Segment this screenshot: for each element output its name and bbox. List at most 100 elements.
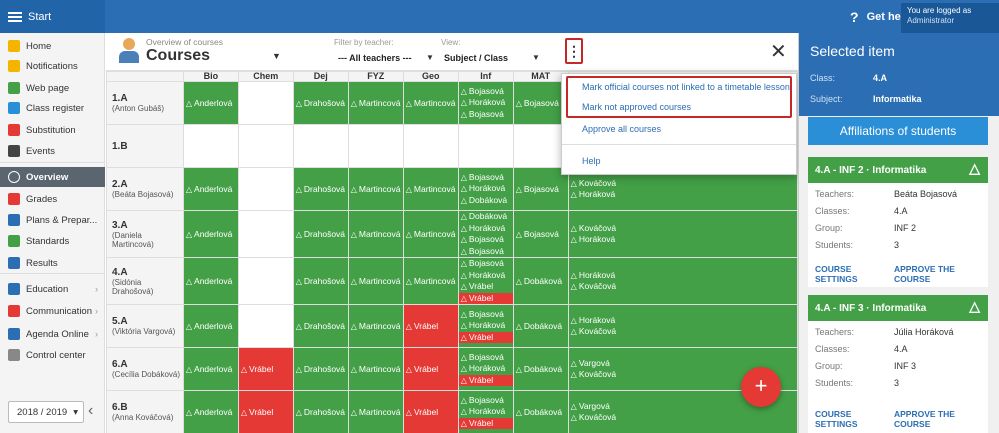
add-button[interactable]: + — [741, 367, 781, 407]
course-cell[interactable]: △ Vargová △ Kováčová — [567, 390, 798, 433]
course-cell[interactable]: △ Drahošová — [292, 390, 349, 433]
course-cell[interactable]: △ Bojasová △ Horáková △ Vrábel — [457, 347, 514, 391]
close-icon[interactable]: ✕ — [770, 41, 787, 63]
sidebar-item-web-page[interactable]: Web page — [0, 78, 105, 98]
course-cell[interactable]: △ Martincová — [402, 210, 459, 258]
sidebar-item-agenda-online[interactable]: Agenda Online › — [0, 324, 105, 344]
class-cell[interactable]: 6.B (Anna Kováčová) — [106, 390, 184, 433]
course-cell[interactable]: △ Horáková △ Kováčová — [567, 304, 798, 348]
course-cell[interactable]: △ Martincová — [347, 81, 404, 125]
course-cell[interactable]: △ Vrábel — [237, 390, 294, 433]
course-cell[interactable]: △ Martincová — [347, 390, 404, 433]
course-cell[interactable]: △ Martincová — [402, 167, 459, 211]
user-menu[interactable]: You are logged as Administrator — [901, 3, 999, 33]
bell-icon[interactable]: △ — [969, 298, 980, 314]
sidebar-item-plans-prepar[interactable]: Plans & Prepar... — [0, 210, 105, 230]
class-cell[interactable]: 1.B — [106, 124, 184, 168]
course-cell[interactable] — [347, 124, 404, 168]
course-cell[interactable]: △ Dobáková — [512, 304, 569, 348]
course-settings-link[interactable]: COURSE SETTINGS — [815, 264, 858, 284]
course-cell[interactable]: △ Bojasová — [512, 167, 569, 211]
view-select[interactable]: Subject / Class — [444, 53, 509, 63]
course-card-header[interactable]: 4.A - INF 2 · Informatika △ — [808, 157, 988, 183]
teacher-filter-select[interactable]: --- All teachers --- — [338, 53, 412, 63]
course-card-header[interactable]: 4.A - INF 3 · Informatika △ — [808, 295, 988, 321]
class-cell[interactable]: 2.A (Beáta Bojasová) — [106, 167, 184, 211]
approve-course-link[interactable]: APPROVE THE COURSE — [894, 264, 955, 284]
course-cell[interactable]: △ Martincová — [347, 347, 404, 391]
sidebar-item-events[interactable]: Events — [0, 141, 105, 161]
sidebar-item-standards[interactable]: Standards — [0, 231, 105, 251]
class-cell[interactable]: 5.A (Viktória Vargová) — [106, 304, 184, 348]
course-cell[interactable]: △ Drahošová — [292, 257, 349, 305]
course-cell[interactable]: △ Bojasová △ Horáková △ Dobáková — [457, 167, 514, 211]
sidebar-item-overview[interactable]: Overview — [0, 167, 105, 187]
course-cell[interactable]: △ Anderlová — [182, 210, 239, 258]
course-cell[interactable]: △ Anderlová — [182, 167, 239, 211]
course-cell[interactable] — [292, 124, 349, 168]
course-cell[interactable]: △ Martincová — [402, 81, 459, 125]
course-cell[interactable]: △ Bojasová △ Horáková △ Vrábel △ Vrábel — [457, 257, 514, 305]
course-cell[interactable]: △ Bojasová — [512, 81, 569, 125]
course-cell[interactable]: △ Kováčová △ Horáková — [567, 210, 798, 258]
course-cell[interactable]: △ Drahošová — [292, 347, 349, 391]
help-button[interactable]: ? Get help — [850, 0, 911, 33]
course-cell[interactable]: △ Anderlová — [182, 257, 239, 305]
course-cell[interactable]: △ Bojasová △ Horáková △ Vrábel — [457, 304, 514, 348]
approve-course-link[interactable]: APPROVE THE COURSE — [894, 409, 955, 429]
course-cell[interactable]: △ Vrábel — [402, 390, 459, 433]
course-cell[interactable]: △ Vrábel — [237, 347, 294, 391]
class-cell[interactable]: 3.A (Daniela Martincová) — [106, 210, 184, 258]
course-cell[interactable]: △ Anderlová — [182, 304, 239, 348]
course-cell[interactable] — [237, 167, 294, 211]
course-cell[interactable]: △ Drahošová — [292, 167, 349, 211]
sidebar-item-control-center[interactable]: Control center — [0, 345, 105, 365]
sidebar-item-notifications[interactable]: Notifications — [0, 56, 105, 76]
course-cell[interactable]: △ Bojasová △ Horáková △ Bojasová — [457, 81, 514, 125]
affiliations-button[interactable]: Affiliations of students — [808, 117, 988, 145]
course-cell[interactable]: △ Anderlová — [182, 81, 239, 125]
course-cell[interactable]: △ Drahošová — [292, 210, 349, 258]
course-cell[interactable] — [237, 257, 294, 305]
course-cell[interactable]: △ Dobáková — [512, 347, 569, 391]
sidebar-item-education[interactable]: Education › — [0, 279, 105, 299]
class-cell[interactable]: 4.A (Sidónia Drahošová) — [106, 257, 184, 305]
course-cell[interactable]: △ Anderlová — [182, 390, 239, 433]
course-cell[interactable]: △ Martincová — [347, 210, 404, 258]
course-cell[interactable] — [457, 124, 514, 168]
course-cell[interactable]: △ Vrábel — [402, 304, 459, 348]
school-year-select[interactable]: 2018 / 2019 ▾ — [8, 401, 84, 423]
course-cell[interactable]: △ Martincová — [347, 304, 404, 348]
course-cell[interactable] — [237, 210, 294, 258]
menu-item-help[interactable]: Help — [582, 156, 601, 166]
more-options-icon[interactable]: ⋮ — [565, 38, 583, 64]
course-cell[interactable] — [237, 124, 294, 168]
sidebar-item-class-register[interactable]: Class register — [0, 98, 105, 118]
sidebar-item-grades[interactable]: Grades — [0, 189, 105, 209]
course-cell[interactable] — [182, 124, 239, 168]
course-cell[interactable]: △ Bojasová △ Horáková △ Vrábel — [457, 390, 514, 433]
course-cell[interactable] — [237, 304, 294, 348]
course-cell[interactable]: △ Martincová — [347, 167, 404, 211]
course-cell[interactable] — [237, 81, 294, 125]
class-cell[interactable]: 6.A (Cecília Dobáková) — [106, 347, 184, 391]
menu-item-mark-unlinked[interactable]: Mark official courses not linked to a ti… — [582, 82, 790, 92]
course-cell[interactable]: △ Martincová — [402, 257, 459, 305]
course-cell[interactable]: △ Vrábel — [402, 347, 459, 391]
course-cell[interactable]: △ Dobáková △ Horáková △ Bojasová △ Bojasová — [457, 210, 514, 258]
course-settings-link[interactable]: COURSE SETTINGS — [815, 409, 858, 429]
course-cell[interactable]: △ Dobáková — [512, 257, 569, 305]
start-button[interactable]: Start — [0, 0, 105, 33]
course-cell[interactable]: △ Bojasová — [512, 210, 569, 258]
sidebar-item-communication[interactable]: Communication › — [0, 301, 105, 321]
bell-icon[interactable]: △ — [969, 160, 980, 176]
course-cell[interactable]: △ Drahošová — [292, 81, 349, 125]
sidebar-item-home[interactable]: Home — [0, 36, 105, 56]
sidebar-item-substitution[interactable]: Substitution — [0, 120, 105, 140]
courses-dropdown-icon[interactable]: ▼ — [272, 51, 281, 61]
course-cell[interactable] — [512, 124, 569, 168]
course-cell[interactable]: △ Dobáková — [512, 390, 569, 433]
course-cell[interactable]: △ Anderlová — [182, 347, 239, 391]
menu-item-mark-not-approved[interactable]: Mark not approved courses — [582, 102, 692, 112]
sidebar-item-results[interactable]: Results — [0, 253, 105, 273]
